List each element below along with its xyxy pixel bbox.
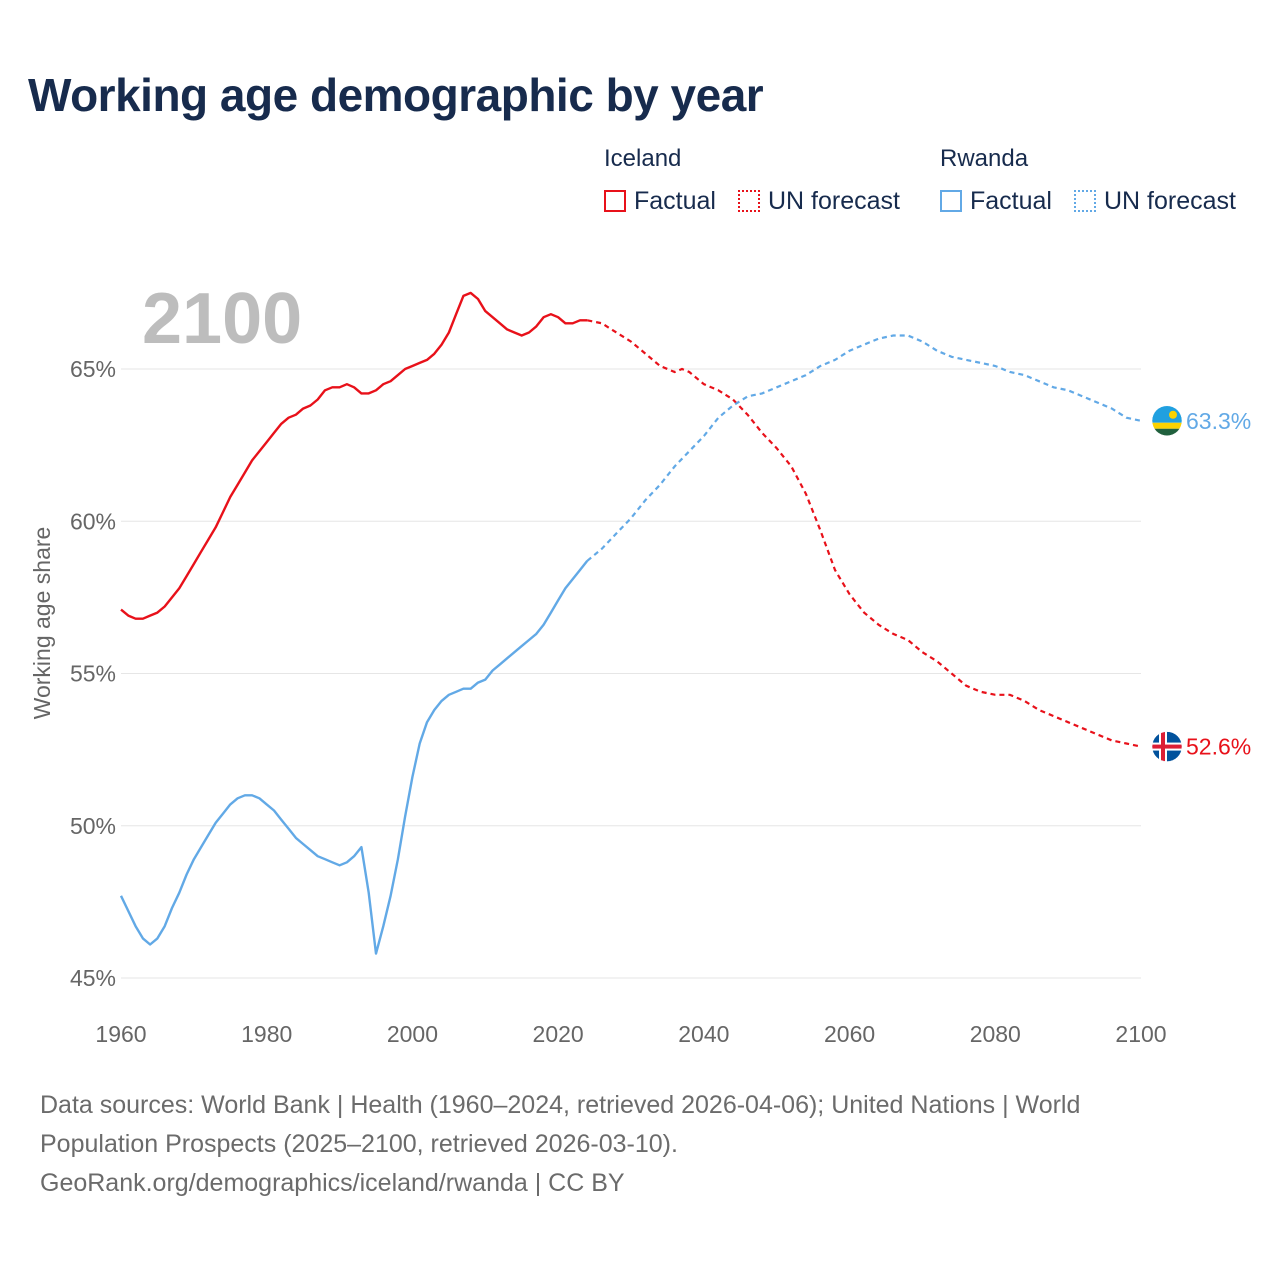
legend-swatch-iceland-forecast	[738, 190, 760, 212]
series-line-rwanda-forecast[interactable]	[586, 334, 1142, 562]
legend-item-rwanda-factual[interactable]: Factual	[940, 186, 1052, 216]
legend-group-rwanda: Rwanda	[940, 145, 1029, 172]
x-tick-label: 1980	[241, 1021, 292, 1047]
series-line-rwanda-factual[interactable]	[119, 560, 589, 955]
y-axis-label: Working age share	[29, 527, 55, 720]
iceland-flag-icon	[1151, 731, 1183, 762]
x-tick-label: 2000	[387, 1021, 438, 1047]
legend-item-rwanda-forecast[interactable]: UN forecast	[1074, 186, 1236, 216]
line-chart: 2100 45% 50% 55% 60% 65% 1960 1980 2000 2020 204…	[29, 279, 1251, 1047]
footer-sources-line-2: Population Prospects (2025–2100, retriev…	[40, 1130, 678, 1158]
footer: Data sources: World Bank | Health (1960–…	[40, 1086, 1240, 1203]
x-tick-label: 2040	[678, 1021, 729, 1047]
y-tick-label: 55%	[70, 661, 116, 687]
footer-sources-line-1: Data sources: World Bank | Health (1960–…	[40, 1091, 1081, 1119]
legend-item-iceland-factual[interactable]: Factual	[604, 186, 716, 216]
footer-attribution[interactable]: GeoRank.org/demographics/iceland/rwanda …	[40, 1169, 625, 1197]
y-axis-ticks: 45% 50% 55% 60% 65%	[70, 356, 116, 991]
x-tick-label: 2020	[533, 1021, 584, 1047]
legend-item-iceland-forecast[interactable]: UN forecast	[738, 186, 900, 216]
legend-swatch-iceland-factual	[604, 190, 626, 212]
y-tick-label: 45%	[70, 965, 116, 991]
y-tick-label: 65%	[70, 356, 116, 382]
legend-swatch-rwanda-forecast	[1074, 190, 1096, 212]
legend-swatch-rwanda-factual	[940, 190, 962, 212]
year-watermark: 2100	[142, 279, 302, 359]
series-line-iceland-factual[interactable]	[120, 291, 588, 620]
legend-label-iceland-factual: Factual	[634, 186, 716, 215]
x-tick-label: 1960	[95, 1021, 146, 1047]
legend-label-rwanda-factual: Factual	[970, 186, 1052, 215]
y-tick-label: 60%	[70, 508, 116, 534]
rwanda-flag-icon	[1151, 405, 1183, 437]
legend-group-iceland: Iceland	[604, 145, 682, 172]
y-tick-label: 50%	[70, 813, 116, 839]
end-value-label-rwanda: 63.3%	[1186, 408, 1251, 434]
gridlines	[121, 368, 1141, 979]
x-axis-ticks: 1960 1980 2000 2020 2040 2060 2080 2100	[95, 1021, 1166, 1047]
end-value-label-iceland: 52.6%	[1186, 734, 1251, 760]
series-lines	[119, 291, 1142, 955]
legend-label-iceland-forecast: UN forecast	[768, 186, 900, 215]
chart-title: Working age demographic by year	[28, 69, 764, 121]
series-line-iceland-forecast[interactable]	[587, 319, 1142, 748]
legend-label-rwanda-forecast: UN forecast	[1104, 186, 1236, 215]
series-end-markers: 52.6% 63.3%	[1151, 405, 1251, 762]
x-tick-label: 2100	[1115, 1021, 1166, 1047]
x-tick-label: 2080	[970, 1021, 1021, 1047]
x-tick-label: 2060	[824, 1021, 875, 1047]
